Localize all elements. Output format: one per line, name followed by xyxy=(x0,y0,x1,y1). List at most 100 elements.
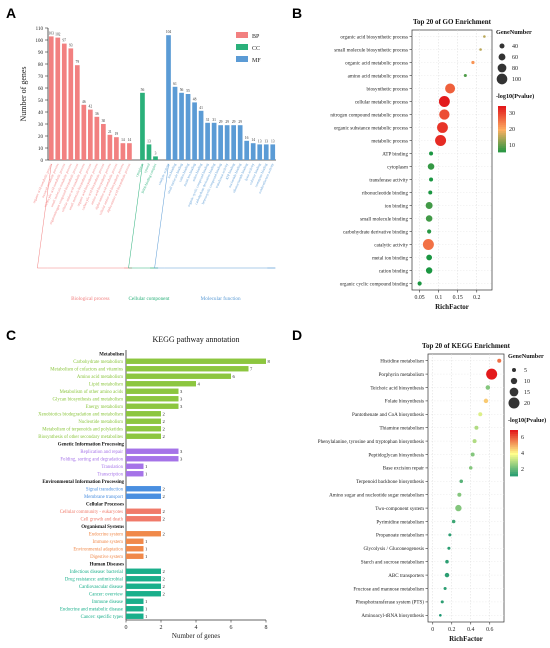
bar-value-label: 2 xyxy=(163,516,166,521)
bar-value-label: 104 xyxy=(166,30,172,34)
bar-biological-process xyxy=(55,37,61,160)
x-tick-label: 0.4 xyxy=(467,627,474,633)
enrichment-dot xyxy=(459,479,464,484)
x-tick-label: 0.2 xyxy=(473,295,480,301)
color-legend-gradient xyxy=(498,132,506,136)
bar-value-label: 2 xyxy=(163,411,166,416)
bar-value-label: 3 xyxy=(180,404,183,409)
x-category-label: cation binding xyxy=(178,163,190,183)
enrichment-dot xyxy=(425,267,433,274)
pathway-label: Metabolism of terpenoids and polyketides xyxy=(42,427,123,432)
y-tick-label: 10 xyxy=(38,147,44,152)
group-bracket xyxy=(128,163,159,269)
bar-value-label: 4 xyxy=(198,381,201,386)
term-label: Phosphotransferase system (PTS) xyxy=(356,599,425,606)
pathway-label: Amino acid metabolism xyxy=(77,375,123,380)
enrichment-dot xyxy=(425,202,433,209)
bar-organismal-systems xyxy=(126,538,144,544)
bar-value-label: 2 xyxy=(163,569,166,574)
color-legend-gradient xyxy=(498,140,506,143)
bar-molecular-function xyxy=(179,92,184,160)
y-tick-label: 50 xyxy=(38,99,44,104)
size-legend-dot xyxy=(497,63,507,73)
term-label: Thiamine metabolism xyxy=(379,426,424,432)
enrichment-dot xyxy=(455,504,462,512)
bar-biological-process xyxy=(94,116,100,160)
bar-value-label: 7 xyxy=(250,366,253,371)
enrichment-dot xyxy=(443,586,447,591)
term-label: cellular metabolic process xyxy=(355,99,408,105)
color-legend-gradient xyxy=(498,134,506,138)
color-legend-gradient xyxy=(510,454,518,458)
bar-value-label: 2 xyxy=(163,591,166,596)
x-tick-label: 0 xyxy=(125,625,128,631)
bar-value-label: 29 xyxy=(219,120,223,124)
x-tick-label: 0.15 xyxy=(453,295,463,301)
bar-environmental-information-processing xyxy=(126,493,161,499)
color-legend-gradient xyxy=(510,468,518,471)
enrichment-dot xyxy=(497,358,502,363)
bar-metabolism xyxy=(126,418,161,424)
bar-metabolism xyxy=(126,388,179,394)
plot-frame xyxy=(427,353,505,623)
term-label: Pantothenate and CoA biosynthesis xyxy=(352,412,424,418)
size-legend-dot xyxy=(498,53,506,61)
enrichment-dot xyxy=(435,135,447,146)
group-label-biological-process: Biological process xyxy=(71,296,109,302)
size-legend-label: 80 xyxy=(512,66,518,72)
bar-human-diseases xyxy=(126,583,161,589)
enrichment-dot xyxy=(438,96,450,107)
bar-value-label: 14 xyxy=(121,138,125,142)
bar-value-label: 3 xyxy=(180,456,183,461)
term-label: small molecule biosynthetic process xyxy=(334,47,408,53)
category-header-cellular-processes: Cellular Processes xyxy=(86,503,124,508)
bar-value-label: 14 xyxy=(251,138,255,142)
color-legend-gradient xyxy=(510,449,518,452)
bar-cellular-processes xyxy=(126,508,161,514)
bar-value-label: 93 xyxy=(69,43,73,47)
color-legend-gradient xyxy=(498,117,506,120)
size-legend-dot xyxy=(496,73,508,85)
bar-value-label: 1 xyxy=(145,546,148,551)
bar-value-label: 2 xyxy=(163,576,166,581)
bar-value-label: 6 xyxy=(233,374,236,379)
bar-value-label: 3 xyxy=(180,396,183,401)
x-tick-label: 4 xyxy=(195,625,198,631)
enrichment-dot xyxy=(445,83,456,94)
bar-molecular-function xyxy=(231,125,237,160)
term-label: Pyrimidine metabolism xyxy=(376,519,424,525)
bar-molecular-function xyxy=(270,144,276,160)
enrichment-dot xyxy=(426,254,433,261)
x-tick-label: 0.2 xyxy=(448,627,455,633)
color-legend-gradient xyxy=(510,433,518,437)
y-tick-label: 30 xyxy=(38,123,44,128)
bar-genetic-information-processing xyxy=(126,463,144,469)
enrichment-dot xyxy=(478,412,483,417)
term-label: Two-component system xyxy=(375,506,424,512)
legend-label-cc: CC xyxy=(252,46,260,52)
plot-frame xyxy=(411,29,493,291)
bar-value-label: 2 xyxy=(163,531,166,536)
bar-molecular-function xyxy=(218,125,223,160)
bar-biological-process xyxy=(107,134,113,160)
pathway-label: Cellular community - eukaryotes xyxy=(60,510,123,515)
color-legend-gradient xyxy=(510,456,518,460)
size-legend-label: 40 xyxy=(512,44,518,50)
bar-value-label: 46 xyxy=(82,100,86,104)
bar-human-diseases xyxy=(126,576,161,582)
group-label-cellular-component: Cellular component xyxy=(128,296,170,302)
enrichment-dot xyxy=(428,190,433,195)
color-legend-gradient xyxy=(510,439,518,442)
size-legend-dot xyxy=(512,368,516,372)
pathway-label: Transcription xyxy=(97,472,123,477)
enrichment-dot xyxy=(468,466,473,470)
bar-organismal-systems xyxy=(126,553,144,559)
color-legend-gradient xyxy=(510,453,518,456)
y-tick-label: 60 xyxy=(38,87,44,92)
bar-metabolism xyxy=(126,373,231,379)
term-label: amino acid metabolic process xyxy=(348,73,408,79)
color-legend-gradient xyxy=(498,113,506,116)
panel-d-kegg-enrichment-dotplot: Top 20 of KEGG Enrichment 0 0.2 0.4 0.6RichF… xyxy=(318,342,546,643)
color-legend-gradient xyxy=(510,474,518,477)
